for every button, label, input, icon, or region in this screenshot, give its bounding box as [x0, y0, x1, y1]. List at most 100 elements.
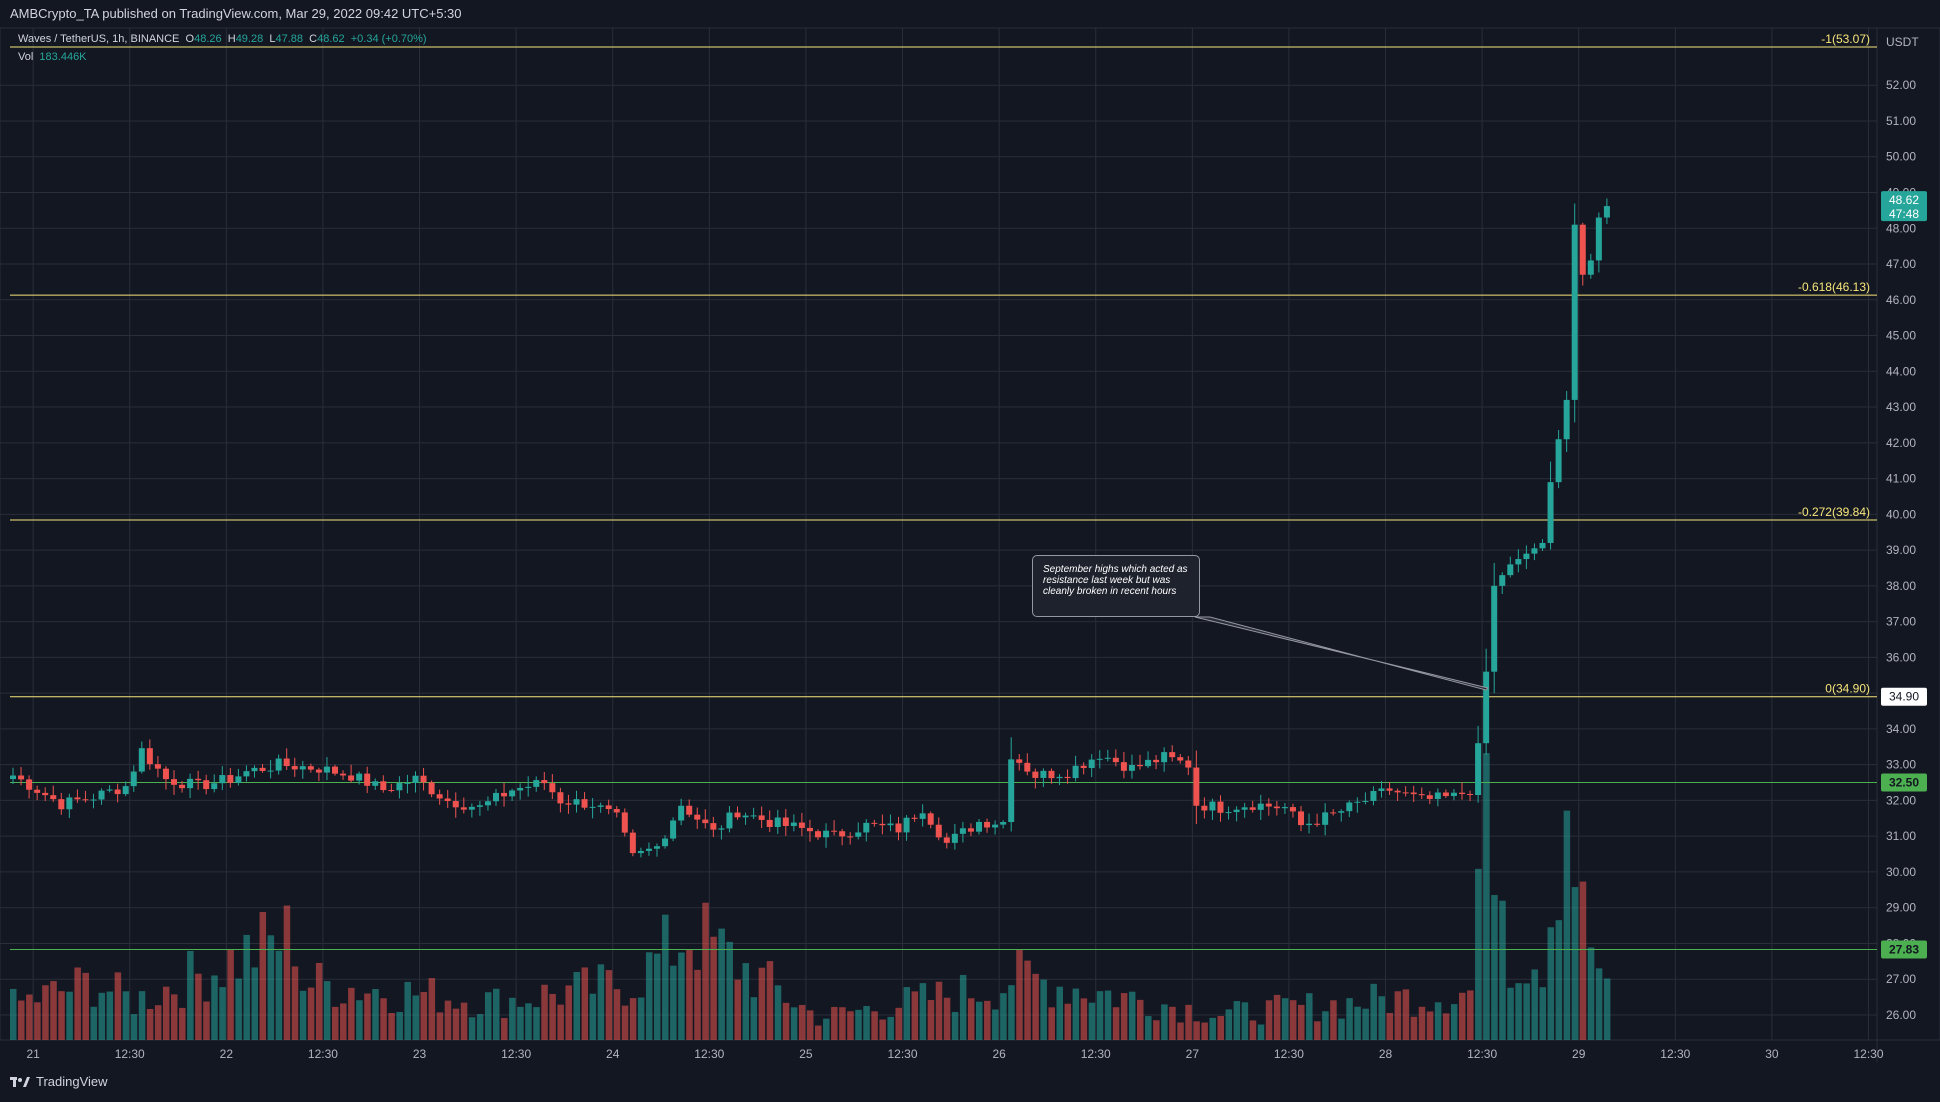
- volume-bar: [935, 981, 943, 1040]
- candle-body: [130, 771, 137, 787]
- candle-body: [758, 815, 765, 820]
- candle-body: [1298, 811, 1304, 826]
- x-tick-label: 12:30: [888, 1047, 918, 1061]
- candle-body: [243, 771, 250, 777]
- volume-bar: [581, 967, 589, 1040]
- plot-frame: [0, 27, 1940, 1041]
- volume-bar: [1008, 985, 1015, 1040]
- volume-bar: [1241, 1002, 1249, 1040]
- x-tick-label: 27: [1186, 1047, 1200, 1061]
- candle-body: [943, 837, 950, 843]
- volume-bar: [1104, 990, 1112, 1040]
- candle-body: [106, 789, 113, 791]
- candle-body: [283, 758, 290, 767]
- candle-body: [1306, 823, 1313, 826]
- candle-body: [1314, 823, 1321, 825]
- y-tick-label: 52.00: [1886, 78, 1916, 92]
- volume-bar: [1394, 991, 1402, 1040]
- candle-body: [1120, 762, 1127, 771]
- y-tick-label: 45.00: [1886, 329, 1916, 343]
- candle-body: [1096, 758, 1103, 760]
- volume-bar: [863, 1005, 870, 1040]
- volume-bar: [943, 997, 951, 1040]
- volume-bar: [82, 972, 89, 1040]
- y-tick-label: 30.00: [1886, 865, 1916, 879]
- candle-body: [839, 831, 846, 837]
- candle-body: [1402, 792, 1409, 794]
- volume-bar: [227, 949, 234, 1040]
- candle-body: [1587, 260, 1594, 275]
- vol-value: 183.446K: [39, 51, 87, 63]
- candle-body: [90, 799, 97, 801]
- volume-bar: [26, 994, 33, 1040]
- candle-body: [1410, 792, 1417, 795]
- candle-body: [291, 766, 298, 770]
- candle-body: [1378, 788, 1385, 791]
- candle-body: [525, 786, 532, 788]
- volume-bar: [267, 935, 275, 1040]
- candle-body: [412, 775, 419, 783]
- candle-body: [798, 822, 805, 828]
- volume-bar: [275, 950, 283, 1040]
- symbol-label[interactable]: Waves / TetherUS, 1h, BINANCE: [18, 33, 180, 45]
- x-tick-label: 12:30: [501, 1047, 531, 1061]
- volume-bar: [1209, 1017, 1216, 1040]
- candle-body: [1056, 776, 1063, 779]
- candle-body: [573, 799, 580, 805]
- volume-bar: [501, 1018, 508, 1040]
- candle-body: [1442, 792, 1449, 797]
- annotation-callout[interactable]: September highs which acted as resistanc…: [1032, 555, 1200, 617]
- volume-bar: [1491, 895, 1498, 1040]
- volume-bar: [1442, 1013, 1450, 1040]
- candle-body: [1434, 792, 1441, 799]
- candle-body: [98, 790, 105, 800]
- candle-body: [1289, 807, 1296, 812]
- publish-header: AMBCrypto_TA published on TradingView.co…: [0, 0, 1940, 28]
- candle-body: [444, 798, 451, 802]
- candle-body: [323, 766, 330, 773]
- candle-body: [565, 803, 572, 805]
- candle-body: [678, 805, 685, 821]
- candle-body: [1531, 548, 1538, 554]
- y-tick-label: 51.00: [1886, 114, 1916, 128]
- volume-bar: [1000, 993, 1007, 1040]
- candle-body: [1362, 800, 1369, 802]
- candle-body: [42, 792, 49, 796]
- high-label: H: [227, 33, 236, 45]
- volume-bar: [911, 991, 919, 1040]
- candle-body: [1418, 794, 1425, 796]
- candle-body: [146, 748, 153, 765]
- volume-bar: [686, 949, 693, 1040]
- candle-body: [1137, 765, 1143, 767]
- volume-bar: [959, 974, 967, 1040]
- candle-body: [509, 790, 516, 797]
- candle-body: [1112, 757, 1119, 763]
- volume-bar: [734, 979, 741, 1040]
- y-tick-label: 50.00: [1886, 150, 1916, 164]
- volume-bar: [903, 987, 911, 1040]
- candle-body: [1153, 759, 1160, 763]
- volume-bar: [436, 1012, 444, 1040]
- volume-bar: [509, 997, 516, 1040]
- volume-bar: [710, 936, 717, 1040]
- volume-bar: [1378, 996, 1385, 1040]
- footer-brand-text: TradingView: [36, 1074, 108, 1089]
- candle-body: [187, 778, 194, 789]
- candle-body: [1225, 812, 1232, 814]
- volume-bar: [299, 990, 307, 1040]
- candle-body: [404, 782, 411, 784]
- volume-bar: [758, 967, 766, 1040]
- candle-body: [1515, 559, 1522, 565]
- candle-body: [364, 773, 371, 786]
- candle-body: [299, 766, 306, 770]
- volume-bar: [1273, 994, 1281, 1040]
- volume-bar: [1145, 1016, 1152, 1040]
- candle-body: [428, 782, 435, 795]
- candle-body: [1249, 807, 1256, 810]
- candle-body: [951, 833, 958, 843]
- volume-bar: [1515, 983, 1522, 1040]
- candle-body: [863, 822, 870, 833]
- candle-body: [887, 823, 894, 826]
- candle-body: [34, 789, 41, 793]
